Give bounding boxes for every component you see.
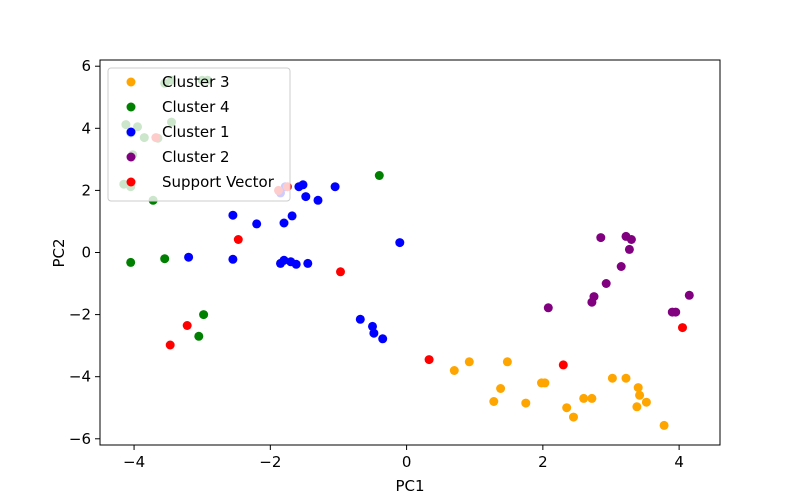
legend-marker [126,127,136,137]
data-point [587,297,597,307]
data-point [184,252,194,262]
data-point [601,279,611,288]
data-point [464,357,474,367]
data-point [684,290,694,300]
x-tick-label: −4 [123,453,145,471]
y-tick-label: 2 [81,181,91,199]
data-point [228,254,238,264]
data-point [378,334,388,344]
legend-label: Cluster 1 [162,123,230,141]
data-point [228,210,238,220]
data-point [540,378,550,388]
data-point [543,303,553,313]
data-point [659,420,669,430]
data-point [489,397,499,406]
data-point [303,258,313,268]
legend-label: Cluster 4 [162,98,230,116]
data-point [587,393,597,403]
data-point [199,310,209,320]
data-point [635,390,645,400]
data-point [502,357,512,367]
data-point [569,412,578,422]
y-tick-label: −2 [69,306,91,324]
data-point [678,323,687,333]
legend-marker [126,177,136,187]
data-point [449,366,459,375]
y-axis-ticks: −6 −4 −2 0 2 4 6 [69,57,100,448]
data-point [313,195,323,205]
y-tick-label: 6 [81,57,91,75]
legend-label: Support Vector [162,173,275,191]
x-tick-label: 2 [538,453,548,471]
data-point [330,182,340,192]
data-point [301,192,311,202]
data-point [369,328,379,338]
y-axis-title: PC2 [50,238,68,267]
data-point [521,398,531,408]
y-tick-label: 0 [81,244,91,262]
y-tick-label: −6 [69,430,91,448]
data-point [182,321,192,330]
data-point [641,397,651,407]
series-cluster-2 [543,231,694,317]
data-point [279,255,289,265]
data-point [194,331,204,341]
data-point [616,262,626,271]
x-axis-ticks: −4 −2 0 2 4 [123,445,684,471]
data-point [126,257,136,267]
legend-label: Cluster 3 [162,73,230,91]
data-point [626,235,636,244]
data-point [632,402,642,412]
data-point [298,180,308,190]
x-tick-label: 0 [402,453,412,471]
data-point [607,373,617,383]
data-point [624,244,634,254]
data-point [160,254,170,264]
data-point [579,393,589,403]
data-point [165,340,175,350]
data-point [562,403,572,413]
legend-marker [126,77,136,87]
y-tick-label: 4 [81,119,91,137]
data-point [291,259,301,269]
data-point [287,211,297,221]
data-point [395,238,405,248]
data-point [279,218,289,228]
series-cluster-3 [449,357,669,430]
x-tick-label: 4 [674,453,684,471]
legend-box [107,67,291,202]
x-tick-label: −2 [259,453,281,471]
data-point [671,307,681,317]
data-point [496,384,506,393]
data-point [233,235,243,244]
data-point [621,373,631,383]
legend-label: Cluster 2 [162,148,230,166]
data-point [424,355,434,365]
data-point [596,233,606,243]
legend-marker [126,102,136,112]
x-axis-title: PC1 [395,477,424,495]
data-point [633,383,643,393]
data-point [336,267,345,277]
legend-marker [126,152,136,162]
data-point [374,171,384,180]
data-point [558,360,568,370]
legend: Cluster 3 Cluster 4 Cluster 1 Cluster 2 Supp… [107,67,291,202]
y-tick-label: −4 [69,368,91,386]
data-point [252,219,262,229]
data-point [368,321,377,331]
data-point [355,314,365,324]
